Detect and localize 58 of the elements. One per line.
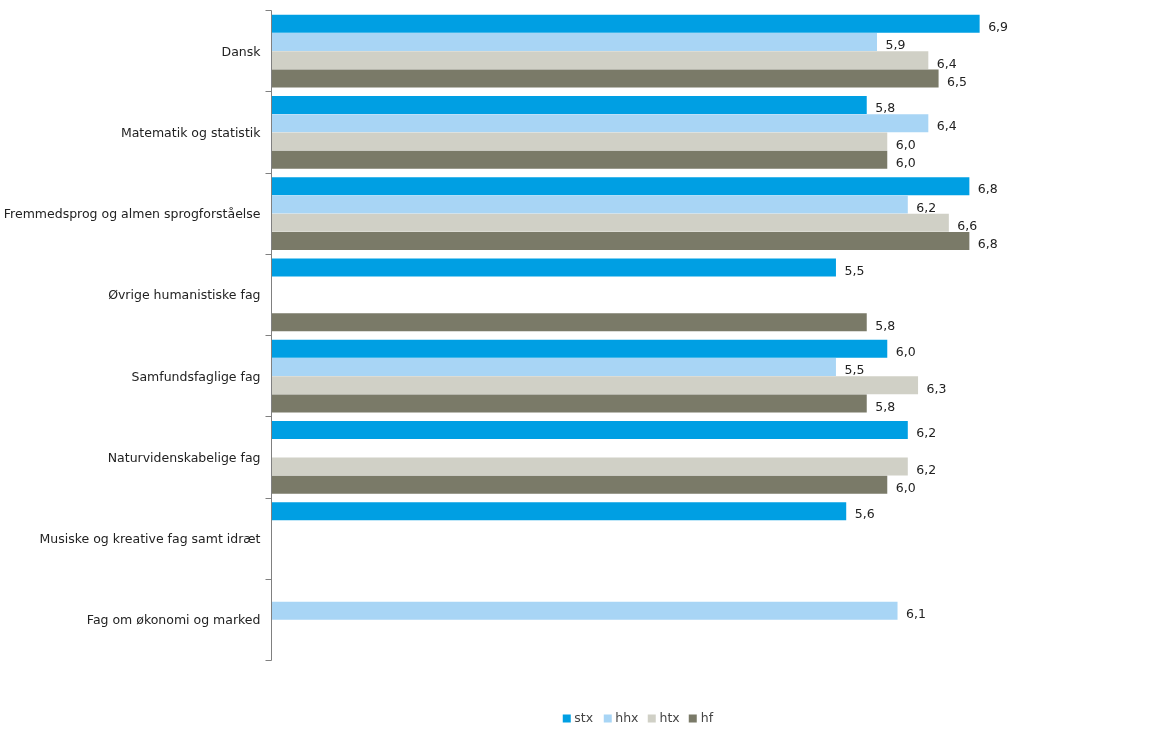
data-label: 5,5 bbox=[844, 262, 865, 278]
bar bbox=[271, 601, 898, 620]
bar bbox=[271, 421, 908, 439]
data-label: 6,8 bbox=[977, 236, 998, 252]
bar bbox=[271, 33, 878, 51]
bar bbox=[271, 150, 888, 169]
bar bbox=[271, 69, 939, 88]
data-label: 5,9 bbox=[885, 37, 906, 53]
data-label: 6,2 bbox=[916, 199, 937, 215]
bar bbox=[271, 376, 919, 395]
bar bbox=[271, 258, 836, 277]
data-label: 6,0 bbox=[895, 136, 916, 152]
y-tick-label: Musiske og kreative fag samt idræt bbox=[39, 531, 261, 547]
bar bbox=[271, 394, 867, 413]
bar bbox=[271, 339, 888, 358]
y-tick-label: Dansk bbox=[221, 43, 262, 59]
data-label: 6,9 bbox=[988, 18, 1009, 34]
bar bbox=[271, 132, 888, 151]
data-label: 6,2 bbox=[916, 461, 937, 477]
bar bbox=[271, 313, 867, 332]
bar bbox=[271, 232, 970, 250]
legend-label: hhx bbox=[615, 710, 639, 725]
y-tick-label: Naturvidenskabelige fag bbox=[107, 449, 261, 465]
data-label: 6,6 bbox=[957, 218, 978, 234]
y-tick-label: Fag om økonomi og marked bbox=[86, 612, 261, 628]
y-tick-label: Samfundsfaglige fag bbox=[131, 368, 261, 384]
data-label: 6,5 bbox=[947, 73, 967, 89]
bar bbox=[271, 51, 929, 70]
data-label: 6,4 bbox=[936, 118, 957, 134]
data-label: 6,0 bbox=[895, 155, 916, 171]
data-label: 5,5 bbox=[844, 362, 865, 378]
bar bbox=[271, 358, 836, 376]
data-label: 6,0 bbox=[895, 480, 916, 496]
bar bbox=[271, 177, 970, 196]
data-label: 5,8 bbox=[875, 398, 896, 414]
data-label: 6,8 bbox=[977, 181, 998, 197]
bar bbox=[271, 114, 929, 133]
data-label: 5,8 bbox=[875, 317, 896, 333]
data-label: 5,8 bbox=[875, 100, 896, 116]
data-label: 6,1 bbox=[906, 605, 926, 621]
bar bbox=[271, 475, 888, 494]
bar bbox=[271, 96, 867, 114]
bar bbox=[271, 14, 980, 33]
data-label: 6,0 bbox=[895, 343, 916, 359]
bar bbox=[271, 195, 908, 214]
legend-label: htx bbox=[659, 710, 680, 725]
data-label: 6,4 bbox=[936, 55, 957, 71]
bar bbox=[271, 213, 949, 232]
data-label: 6,2 bbox=[916, 425, 937, 441]
y-tick-label: Fremmedsprog og almen sprogforståelse bbox=[3, 206, 261, 222]
legend-label: hf bbox=[700, 710, 715, 725]
data-label: 5,6 bbox=[854, 506, 875, 522]
legend-label: stx bbox=[574, 710, 595, 725]
y-tick-label: Matematik og statistik bbox=[120, 124, 262, 140]
bar bbox=[271, 502, 847, 521]
bar bbox=[271, 457, 908, 476]
y-tick-label: Øvrige humanistiske fag bbox=[108, 287, 261, 303]
data-label: 6,3 bbox=[926, 380, 947, 396]
